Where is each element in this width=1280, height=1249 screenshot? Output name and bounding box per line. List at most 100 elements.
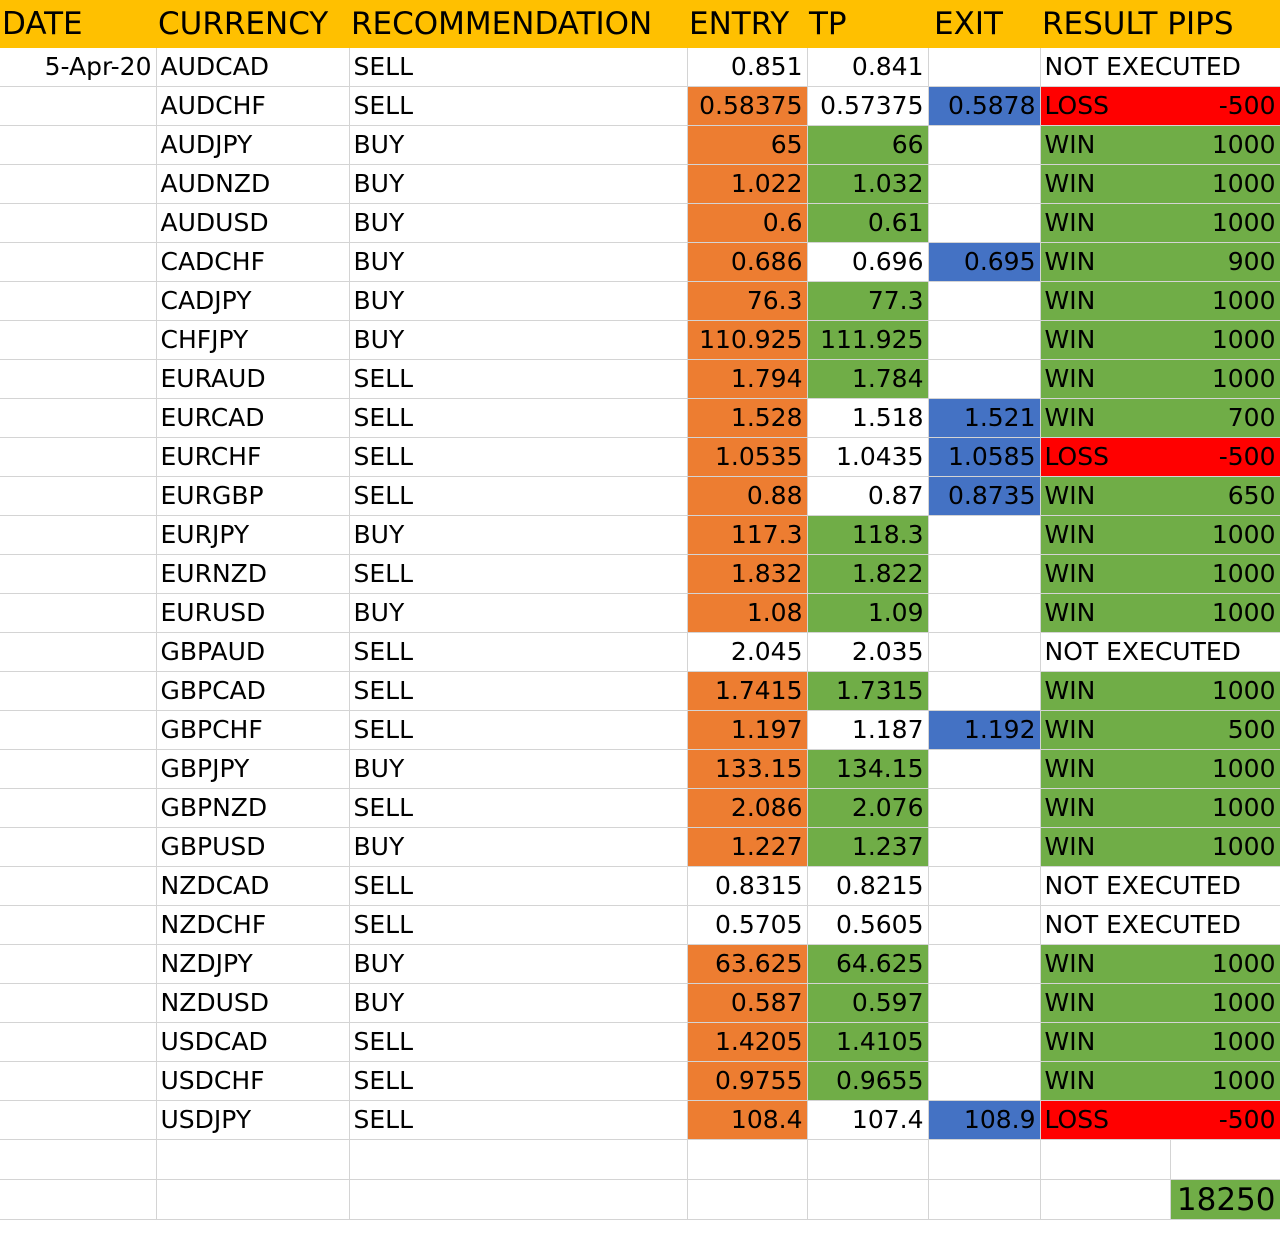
exit-cell[interactable] xyxy=(928,1022,1041,1063)
result-cell[interactable]: WIN 1000 xyxy=(1040,203,1280,244)
cell[interactable] xyxy=(1040,1179,1171,1221)
date-cell[interactable] xyxy=(0,164,157,205)
cell[interactable] xyxy=(687,1179,808,1221)
entry-cell[interactable]: 0.851 xyxy=(687,48,808,88)
result-cell[interactable]: WIN 900 xyxy=(1040,242,1280,283)
date-cell[interactable]: 5-Apr-20 xyxy=(0,48,157,88)
header-recommendation[interactable]: RECOMMENDATION xyxy=(349,0,687,48)
date-cell[interactable] xyxy=(0,359,157,400)
entry-cell[interactable]: 1.227 xyxy=(687,827,808,868)
header-currency[interactable]: CURRENCY xyxy=(156,0,349,48)
currency-cell[interactable]: GBPNZD xyxy=(156,788,350,829)
currency-cell[interactable]: AUDJPY xyxy=(156,125,350,166)
recommendation-cell[interactable]: SELL xyxy=(349,398,688,439)
date-cell[interactable] xyxy=(0,749,157,790)
currency-cell[interactable]: CADJPY xyxy=(156,281,350,322)
entry-cell[interactable]: 76.3 xyxy=(687,281,808,322)
cell[interactable] xyxy=(928,1139,1041,1181)
entry-cell[interactable]: 2.045 xyxy=(687,632,808,673)
tp-cell[interactable]: 1.0435 xyxy=(807,437,929,478)
entry-cell[interactable]: 0.6 xyxy=(687,203,808,244)
result-cell[interactable]: NOT EXECUTED xyxy=(1040,905,1280,946)
date-cell[interactable] xyxy=(0,320,157,361)
recommendation-cell[interactable]: BUY xyxy=(349,281,688,322)
recommendation-cell[interactable]: SELL xyxy=(349,554,688,595)
cell[interactable] xyxy=(0,1139,157,1181)
recommendation-cell[interactable]: SELL xyxy=(349,359,688,400)
tp-cell[interactable]: 0.696 xyxy=(807,242,929,283)
entry-cell[interactable]: 1.4205 xyxy=(687,1022,808,1063)
entry-cell[interactable]: 0.5705 xyxy=(687,905,808,946)
currency-cell[interactable]: EURUSD xyxy=(156,593,350,634)
tp-cell[interactable]: 0.57375 xyxy=(807,86,929,127)
entry-cell[interactable]: 1.794 xyxy=(687,359,808,400)
exit-cell[interactable] xyxy=(928,281,1041,322)
tp-cell[interactable]: 1.237 xyxy=(807,827,929,868)
currency-cell[interactable]: NZDCHF xyxy=(156,905,350,946)
result-cell[interactable]: WIN 1000 xyxy=(1040,1022,1280,1063)
currency-cell[interactable]: NZDUSD xyxy=(156,983,350,1024)
entry-cell[interactable]: 2.086 xyxy=(687,788,808,829)
date-cell[interactable] xyxy=(0,515,157,556)
entry-cell[interactable]: 133.15 xyxy=(687,749,808,790)
exit-cell[interactable] xyxy=(928,749,1041,790)
date-cell[interactable] xyxy=(0,983,157,1024)
tp-cell[interactable]: 0.5605 xyxy=(807,905,929,946)
date-cell[interactable] xyxy=(0,398,157,439)
result-cell[interactable]: NOT EXECUTED xyxy=(1040,866,1280,907)
currency-cell[interactable]: GBPAUD xyxy=(156,632,350,673)
date-cell[interactable] xyxy=(0,476,157,517)
recommendation-cell[interactable]: SELL xyxy=(349,476,688,517)
result-cell[interactable]: WIN 1000 xyxy=(1040,1061,1280,1102)
tp-cell[interactable]: 107.4 xyxy=(807,1100,929,1141)
date-cell[interactable] xyxy=(0,905,157,946)
exit-cell[interactable] xyxy=(928,866,1041,907)
cell[interactable] xyxy=(807,1179,929,1221)
tp-cell[interactable]: 2.035 xyxy=(807,632,929,673)
entry-cell[interactable]: 0.8315 xyxy=(687,866,808,907)
result-cell[interactable]: NOT EXECUTED xyxy=(1040,632,1280,673)
date-cell[interactable] xyxy=(0,1022,157,1063)
cell[interactable] xyxy=(156,1139,350,1181)
cell[interactable] xyxy=(928,1179,1041,1221)
result-cell[interactable]: NOT EXECUTED xyxy=(1040,48,1280,88)
result-cell[interactable]: WIN 1000 xyxy=(1040,164,1280,205)
exit-cell[interactable]: 1.0585 xyxy=(928,437,1041,478)
recommendation-cell[interactable]: BUY xyxy=(349,515,688,556)
date-cell[interactable] xyxy=(0,944,157,985)
tp-cell[interactable]: 1.822 xyxy=(807,554,929,595)
date-cell[interactable] xyxy=(0,671,157,712)
recommendation-cell[interactable]: SELL xyxy=(349,905,688,946)
entry-cell[interactable]: 1.08 xyxy=(687,593,808,634)
date-cell[interactable] xyxy=(0,593,157,634)
exit-cell[interactable] xyxy=(928,48,1041,88)
recommendation-cell[interactable]: SELL xyxy=(349,1061,688,1102)
recommendation-cell[interactable]: BUY xyxy=(349,320,688,361)
cell[interactable] xyxy=(1170,1139,1280,1181)
entry-cell[interactable]: 1.022 xyxy=(687,164,808,205)
date-cell[interactable] xyxy=(0,554,157,595)
date-cell[interactable] xyxy=(0,632,157,673)
exit-cell[interactable] xyxy=(928,554,1041,595)
entry-cell[interactable]: 0.686 xyxy=(687,242,808,283)
recommendation-cell[interactable]: BUY xyxy=(349,749,688,790)
recommendation-cell[interactable]: SELL xyxy=(349,1022,688,1063)
exit-cell[interactable] xyxy=(928,827,1041,868)
currency-cell[interactable]: GBPJPY xyxy=(156,749,350,790)
exit-cell[interactable] xyxy=(928,983,1041,1024)
currency-cell[interactable]: EURGBP xyxy=(156,476,350,517)
currency-cell[interactable]: NZDCAD xyxy=(156,866,350,907)
recommendation-cell[interactable]: BUY xyxy=(349,827,688,868)
date-cell[interactable] xyxy=(0,86,157,127)
result-cell[interactable]: WIN 1000 xyxy=(1040,281,1280,322)
recommendation-cell[interactable]: BUY xyxy=(349,164,688,205)
exit-cell[interactable] xyxy=(928,359,1041,400)
result-cell[interactable]: WIN 1000 xyxy=(1040,788,1280,829)
date-cell[interactable] xyxy=(0,437,157,478)
date-cell[interactable] xyxy=(0,1061,157,1102)
tp-cell[interactable]: 118.3 xyxy=(807,515,929,556)
exit-cell[interactable]: 108.9 xyxy=(928,1100,1041,1141)
date-cell[interactable] xyxy=(0,125,157,166)
recommendation-cell[interactable]: BUY xyxy=(349,983,688,1024)
recommendation-cell[interactable]: SELL xyxy=(349,788,688,829)
